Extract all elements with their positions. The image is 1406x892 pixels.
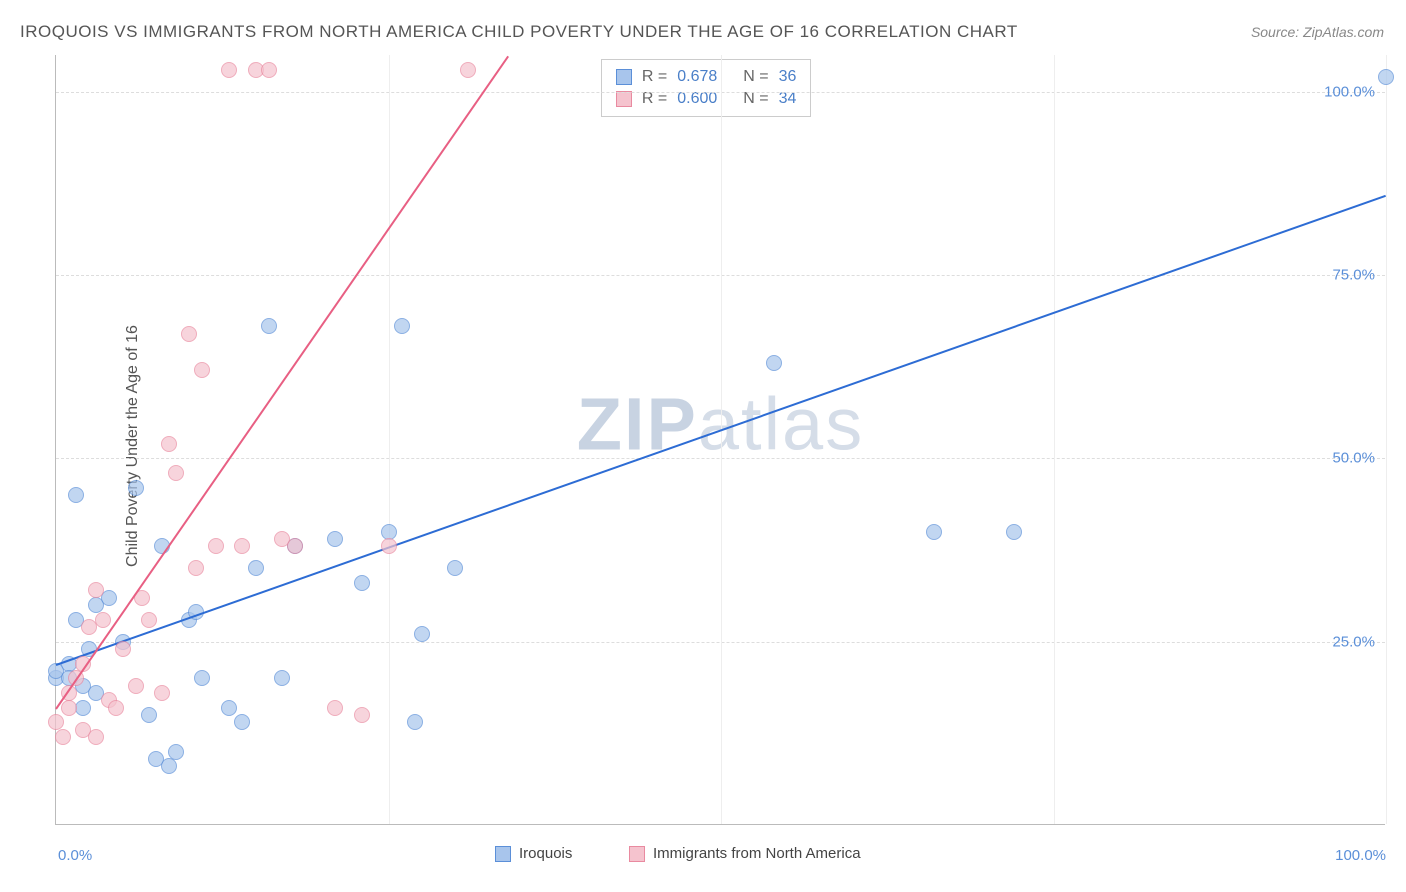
- scatter-point: [407, 714, 423, 730]
- scatter-point: [168, 744, 184, 760]
- gridline-vertical: [1386, 55, 1387, 824]
- scatter-point: [766, 355, 782, 371]
- legend-swatch: [495, 846, 511, 862]
- scatter-point: [447, 560, 463, 576]
- y-tick-label: 100.0%: [1324, 83, 1375, 100]
- scatter-point: [234, 714, 250, 730]
- scatter-point: [161, 436, 177, 452]
- scatter-point: [460, 62, 476, 78]
- legend-swatch: [616, 69, 632, 85]
- correlation-legend: R = 0.678 N = 36 R = 0.600 N = 34: [601, 59, 811, 117]
- y-tick-label: 75.0%: [1332, 267, 1375, 284]
- r-label: R =: [642, 68, 667, 86]
- scatter-point: [274, 670, 290, 686]
- scatter-point: [194, 670, 210, 686]
- scatter-point: [128, 480, 144, 496]
- trend-line: [55, 55, 509, 709]
- gridline-vertical: [389, 55, 390, 824]
- scatter-point: [128, 678, 144, 694]
- scatter-point: [1378, 69, 1394, 85]
- r-value: 0.600: [677, 90, 733, 108]
- n-value: 36: [779, 68, 797, 86]
- x-axis-max-label: 100.0%: [1335, 847, 1386, 864]
- scatter-point: [154, 685, 170, 701]
- r-value: 0.678: [677, 68, 733, 86]
- legend-bottom-item: Immigrants from North America: [629, 845, 861, 862]
- scatter-point: [248, 560, 264, 576]
- scatter-point: [61, 700, 77, 716]
- source-name: ZipAtlas.com: [1303, 24, 1384, 40]
- legend-series-name: Iroquois: [519, 845, 572, 862]
- legend-swatch: [629, 846, 645, 862]
- scatter-point: [327, 531, 343, 547]
- r-label: R =: [642, 90, 667, 108]
- plot-area: ZIPatlas R = 0.678 N = 36 R = 0.600 N = 34 25.0…: [55, 55, 1385, 825]
- source-attribution: Source: ZipAtlas.com: [1251, 24, 1384, 40]
- n-label: N =: [743, 68, 768, 86]
- scatter-point: [926, 524, 942, 540]
- scatter-point: [68, 487, 84, 503]
- scatter-point: [55, 729, 71, 745]
- scatter-point: [48, 714, 64, 730]
- scatter-point: [88, 729, 104, 745]
- scatter-point: [287, 538, 303, 554]
- legend-bottom-item: Iroquois: [495, 845, 572, 862]
- scatter-point: [188, 560, 204, 576]
- chart-title: IROQUOIS VS IMMIGRANTS FROM NORTH AMERIC…: [20, 22, 1018, 42]
- scatter-point: [327, 700, 343, 716]
- scatter-point: [381, 524, 397, 540]
- source-prefix: Source:: [1251, 24, 1303, 40]
- legend-row: R = 0.678 N = 36: [616, 66, 796, 88]
- scatter-point: [95, 612, 111, 628]
- scatter-point: [181, 326, 197, 342]
- scatter-point: [414, 626, 430, 642]
- scatter-point: [221, 700, 237, 716]
- scatter-point: [194, 362, 210, 378]
- scatter-point: [354, 575, 370, 591]
- n-value: 34: [779, 90, 797, 108]
- n-label: N =: [743, 90, 768, 108]
- scatter-point: [381, 538, 397, 554]
- gridline-vertical: [721, 55, 722, 824]
- scatter-point: [208, 538, 224, 554]
- x-axis-min-label: 0.0%: [58, 847, 92, 864]
- gridline-vertical: [1054, 55, 1055, 824]
- y-tick-label: 50.0%: [1332, 450, 1375, 467]
- scatter-point: [261, 318, 277, 334]
- scatter-point: [394, 318, 410, 334]
- scatter-point: [221, 62, 237, 78]
- watermark-bold: ZIP: [577, 383, 698, 466]
- scatter-point: [261, 62, 277, 78]
- scatter-point: [88, 582, 104, 598]
- legend-series-name: Immigrants from North America: [653, 845, 861, 862]
- scatter-point: [161, 758, 177, 774]
- scatter-point: [108, 700, 124, 716]
- scatter-point: [168, 465, 184, 481]
- legend-swatch: [616, 91, 632, 107]
- watermark-light: atlas: [698, 383, 864, 466]
- scatter-point: [1006, 524, 1022, 540]
- scatter-point: [234, 538, 250, 554]
- scatter-point: [115, 641, 131, 657]
- y-tick-label: 25.0%: [1332, 633, 1375, 650]
- scatter-point: [141, 612, 157, 628]
- scatter-point: [141, 707, 157, 723]
- scatter-point: [354, 707, 370, 723]
